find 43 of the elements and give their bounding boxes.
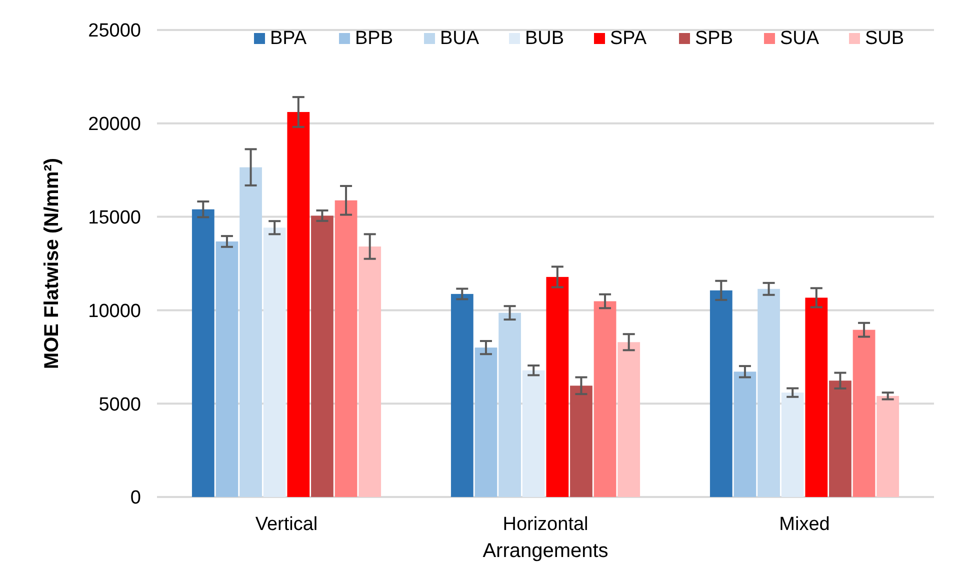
bar bbox=[216, 241, 238, 497]
bar bbox=[450, 294, 474, 497]
bar bbox=[311, 216, 334, 497]
bar bbox=[876, 396, 900, 497]
bar bbox=[594, 301, 616, 497]
bar bbox=[618, 342, 640, 497]
bar bbox=[522, 370, 545, 497]
y-axis-title: MOE Flatwise (N/mm²) bbox=[41, 158, 63, 370]
bar bbox=[263, 228, 286, 497]
legend-label: BUA bbox=[440, 28, 480, 49]
y-tick-label: 15000 bbox=[88, 207, 141, 228]
legend-label: SUA bbox=[780, 28, 820, 49]
bar bbox=[358, 246, 382, 497]
x-tick-label: Vertical bbox=[255, 514, 318, 535]
bar bbox=[287, 112, 310, 497]
legend-label: SPA bbox=[610, 28, 647, 49]
bar bbox=[734, 372, 756, 497]
bar bbox=[710, 290, 732, 497]
bar bbox=[829, 380, 852, 497]
bar bbox=[498, 312, 521, 497]
bar bbox=[334, 200, 358, 497]
bar bbox=[570, 386, 592, 497]
legend-label: BPA bbox=[270, 28, 307, 49]
x-tick-label: Mixed bbox=[779, 514, 830, 535]
legend-label: SPB bbox=[695, 28, 734, 49]
bar bbox=[240, 167, 262, 497]
bar bbox=[474, 348, 498, 497]
legend-label: BPB bbox=[355, 28, 394, 49]
y-tick-label: 5000 bbox=[98, 394, 141, 416]
y-tick-label: 0 bbox=[130, 488, 141, 509]
bar bbox=[192, 209, 214, 497]
bar bbox=[781, 392, 804, 497]
bar bbox=[852, 330, 876, 497]
y-tick-label: 25000 bbox=[88, 20, 141, 42]
bar bbox=[758, 288, 780, 497]
bar bbox=[546, 276, 569, 497]
legend-label: BUB bbox=[525, 28, 564, 49]
legend-label: SUB bbox=[865, 28, 904, 49]
y-tick-label: 10000 bbox=[88, 300, 141, 322]
bar bbox=[805, 298, 828, 497]
y-tick-label: 20000 bbox=[88, 114, 141, 136]
x-tick-label: Horizontal bbox=[502, 514, 588, 535]
x-axis-title: Arrangements bbox=[482, 540, 608, 562]
